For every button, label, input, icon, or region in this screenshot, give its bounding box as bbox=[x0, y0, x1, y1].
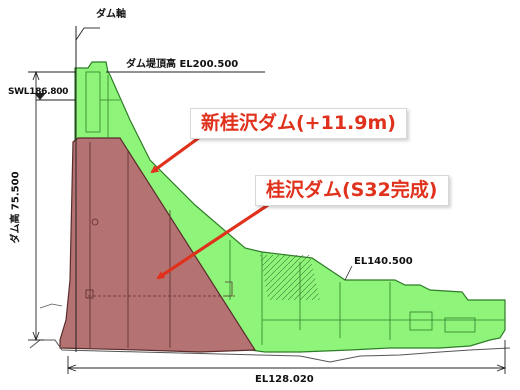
water-level-label: SWL186.800 bbox=[8, 87, 69, 97]
new-dam-arrow bbox=[150, 135, 201, 174]
el-128-label: EL128.020 bbox=[255, 374, 314, 385]
crest-elevation-label: ダム堤頂高 EL200.500 bbox=[126, 59, 239, 70]
base-dimension bbox=[66, 340, 507, 374]
spillway-steps bbox=[260, 255, 320, 300]
dam-height-label: ダム高 75.500 bbox=[10, 171, 22, 244]
el-140-label: EL140.500 bbox=[354, 256, 413, 267]
dam-axis-label: ダム軸 bbox=[96, 9, 126, 20]
old-dam-arrow bbox=[156, 203, 269, 280]
new-dam-callout: 新桂沢ダム(+11.9m) bbox=[190, 108, 407, 139]
water-level-marker bbox=[34, 93, 46, 100]
height-dimension bbox=[28, 70, 76, 342]
old-dam-callout: 桂沢ダム(S32完成) bbox=[255, 175, 449, 206]
old-dam-body bbox=[59, 137, 257, 353]
foundation-line bbox=[29, 339, 511, 363]
old-dam-gallery-lines bbox=[85, 142, 235, 348]
